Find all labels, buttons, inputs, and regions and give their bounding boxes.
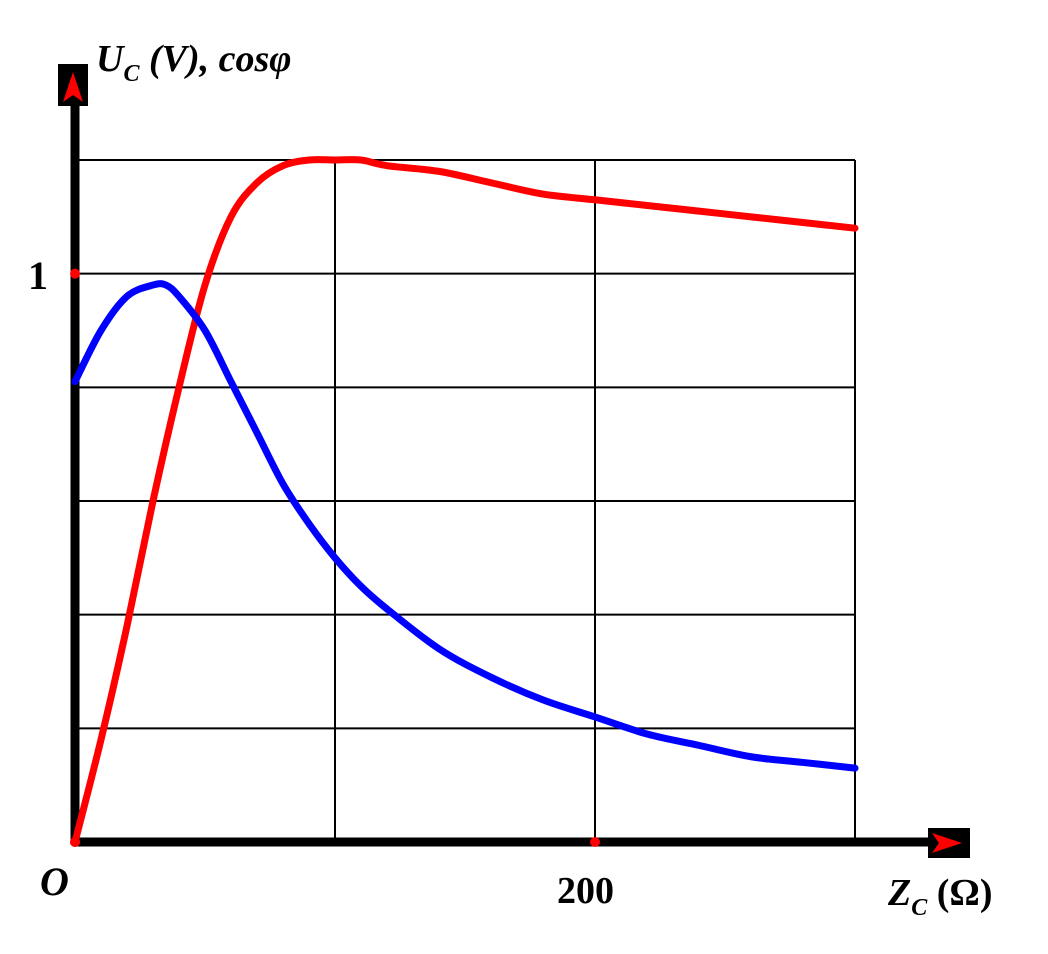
series-line-2: [71, 280, 859, 772]
grid-lines: [75, 159, 856, 842]
y-tick-label: 1: [28, 253, 48, 298]
y-axis-dot: [70, 837, 80, 847]
axes: [58, 64, 970, 858]
series-group: [71, 156, 859, 846]
x-axis-dot: [590, 837, 600, 847]
axis-dots: [70, 268, 600, 847]
y-axis-dot: [70, 268, 80, 279]
y-axis-arrow-icon: [63, 72, 83, 102]
origin-label: O: [40, 859, 69, 904]
x-axis-label: ZC (Ω): [888, 872, 993, 921]
x-axis-arrow-icon: [932, 833, 962, 853]
x-tick-label: 200: [557, 870, 614, 912]
series-line-1: [71, 156, 859, 846]
y-axis-label: UC (V), cosφ: [96, 38, 292, 87]
